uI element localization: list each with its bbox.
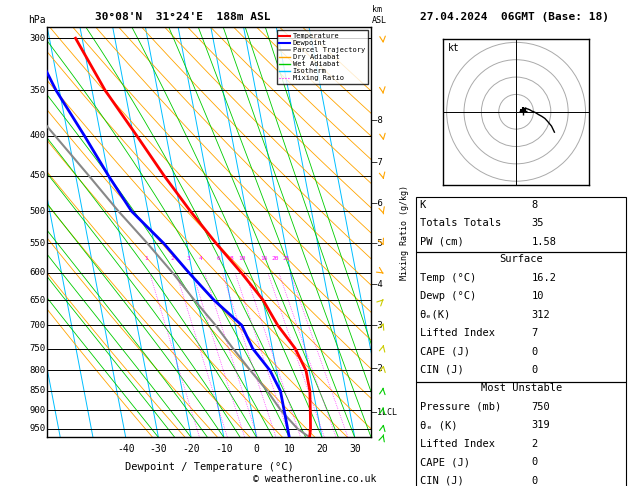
Text: PW (cm): PW (cm) (420, 237, 464, 247)
Text: 400: 400 (30, 131, 45, 140)
Text: 30°08'N  31°24'E  188m ASL: 30°08'N 31°24'E 188m ASL (96, 12, 271, 22)
Text: 319: 319 (532, 420, 550, 431)
Text: –7: –7 (372, 158, 382, 167)
Text: –8: –8 (372, 117, 382, 125)
Text: 750: 750 (532, 402, 550, 412)
Text: 10: 10 (238, 257, 245, 261)
Text: Lifted Index: Lifted Index (420, 328, 494, 338)
Text: 550: 550 (30, 239, 45, 248)
Text: 950: 950 (30, 424, 45, 433)
Text: CIN (J): CIN (J) (420, 365, 464, 375)
Text: 300: 300 (30, 34, 45, 43)
Text: Surface: Surface (499, 254, 543, 264)
Text: –2: –2 (372, 364, 382, 373)
Text: 0: 0 (532, 457, 538, 468)
Text: Mixing Ratio (g/kg): Mixing Ratio (g/kg) (400, 185, 409, 279)
Text: 800: 800 (30, 366, 45, 375)
Text: 0: 0 (532, 365, 538, 375)
Text: 850: 850 (30, 386, 45, 396)
Text: 650: 650 (30, 295, 45, 305)
Text: 500: 500 (30, 207, 45, 216)
Text: 0: 0 (253, 444, 260, 453)
Text: 25: 25 (282, 257, 290, 261)
Text: 27.04.2024  06GMT (Base: 18): 27.04.2024 06GMT (Base: 18) (420, 12, 609, 22)
Text: CIN (J): CIN (J) (420, 476, 464, 486)
Text: 312: 312 (532, 310, 550, 320)
Text: 600: 600 (30, 268, 45, 278)
Text: 8: 8 (230, 257, 233, 261)
Text: km
ASL: km ASL (372, 5, 387, 25)
Text: -10: -10 (215, 444, 233, 453)
Text: 3: 3 (187, 257, 191, 261)
Text: –1LCL: –1LCL (372, 408, 397, 417)
Text: Totals Totals: Totals Totals (420, 218, 501, 228)
Text: 750: 750 (30, 344, 45, 353)
Text: –3: –3 (372, 321, 382, 330)
Text: © weatheronline.co.uk: © weatheronline.co.uk (253, 473, 376, 484)
Text: Temp (°C): Temp (°C) (420, 273, 476, 283)
Text: kt: kt (448, 43, 459, 53)
Text: 0: 0 (532, 476, 538, 486)
Text: Most Unstable: Most Unstable (481, 383, 562, 394)
Text: CAPE (J): CAPE (J) (420, 347, 469, 357)
Text: 10: 10 (284, 444, 295, 453)
Text: 20: 20 (316, 444, 328, 453)
Text: Dewp (°C): Dewp (°C) (420, 291, 476, 301)
Text: –5: –5 (372, 239, 382, 248)
Text: 8: 8 (532, 200, 538, 210)
Text: Pressure (mb): Pressure (mb) (420, 402, 501, 412)
Text: 350: 350 (30, 86, 45, 95)
Text: 10: 10 (532, 291, 544, 301)
Text: K: K (420, 200, 426, 210)
Text: 6: 6 (216, 257, 220, 261)
Text: 1: 1 (145, 257, 148, 261)
Text: 20: 20 (271, 257, 279, 261)
Text: -40: -40 (117, 444, 135, 453)
Text: 0: 0 (532, 347, 538, 357)
Text: 16: 16 (260, 257, 268, 261)
Text: 2: 2 (532, 439, 538, 449)
Text: 900: 900 (30, 406, 45, 415)
Text: 16.2: 16.2 (532, 273, 557, 283)
Text: 35: 35 (532, 218, 544, 228)
Text: -20: -20 (182, 444, 200, 453)
Text: –6: –6 (372, 199, 382, 208)
Text: –4: –4 (372, 279, 382, 289)
Text: CAPE (J): CAPE (J) (420, 457, 469, 468)
Legend: Temperature, Dewpoint, Parcel Trajectory, Dry Adiabat, Wet Adiabat, Isotherm, Mi: Temperature, Dewpoint, Parcel Trajectory… (277, 30, 367, 84)
Text: -30: -30 (150, 444, 167, 453)
Text: 450: 450 (30, 171, 45, 180)
Text: 30: 30 (349, 444, 360, 453)
Text: 2: 2 (171, 257, 174, 261)
Text: 1.58: 1.58 (532, 237, 557, 247)
Text: hPa: hPa (28, 15, 45, 25)
Text: 700: 700 (30, 321, 45, 330)
Text: 7: 7 (532, 328, 538, 338)
Text: θₑ(K): θₑ(K) (420, 310, 451, 320)
Text: 4: 4 (199, 257, 203, 261)
Text: θₑ (K): θₑ (K) (420, 420, 457, 431)
Text: Lifted Index: Lifted Index (420, 439, 494, 449)
Text: Dewpoint / Temperature (°C): Dewpoint / Temperature (°C) (125, 462, 294, 472)
